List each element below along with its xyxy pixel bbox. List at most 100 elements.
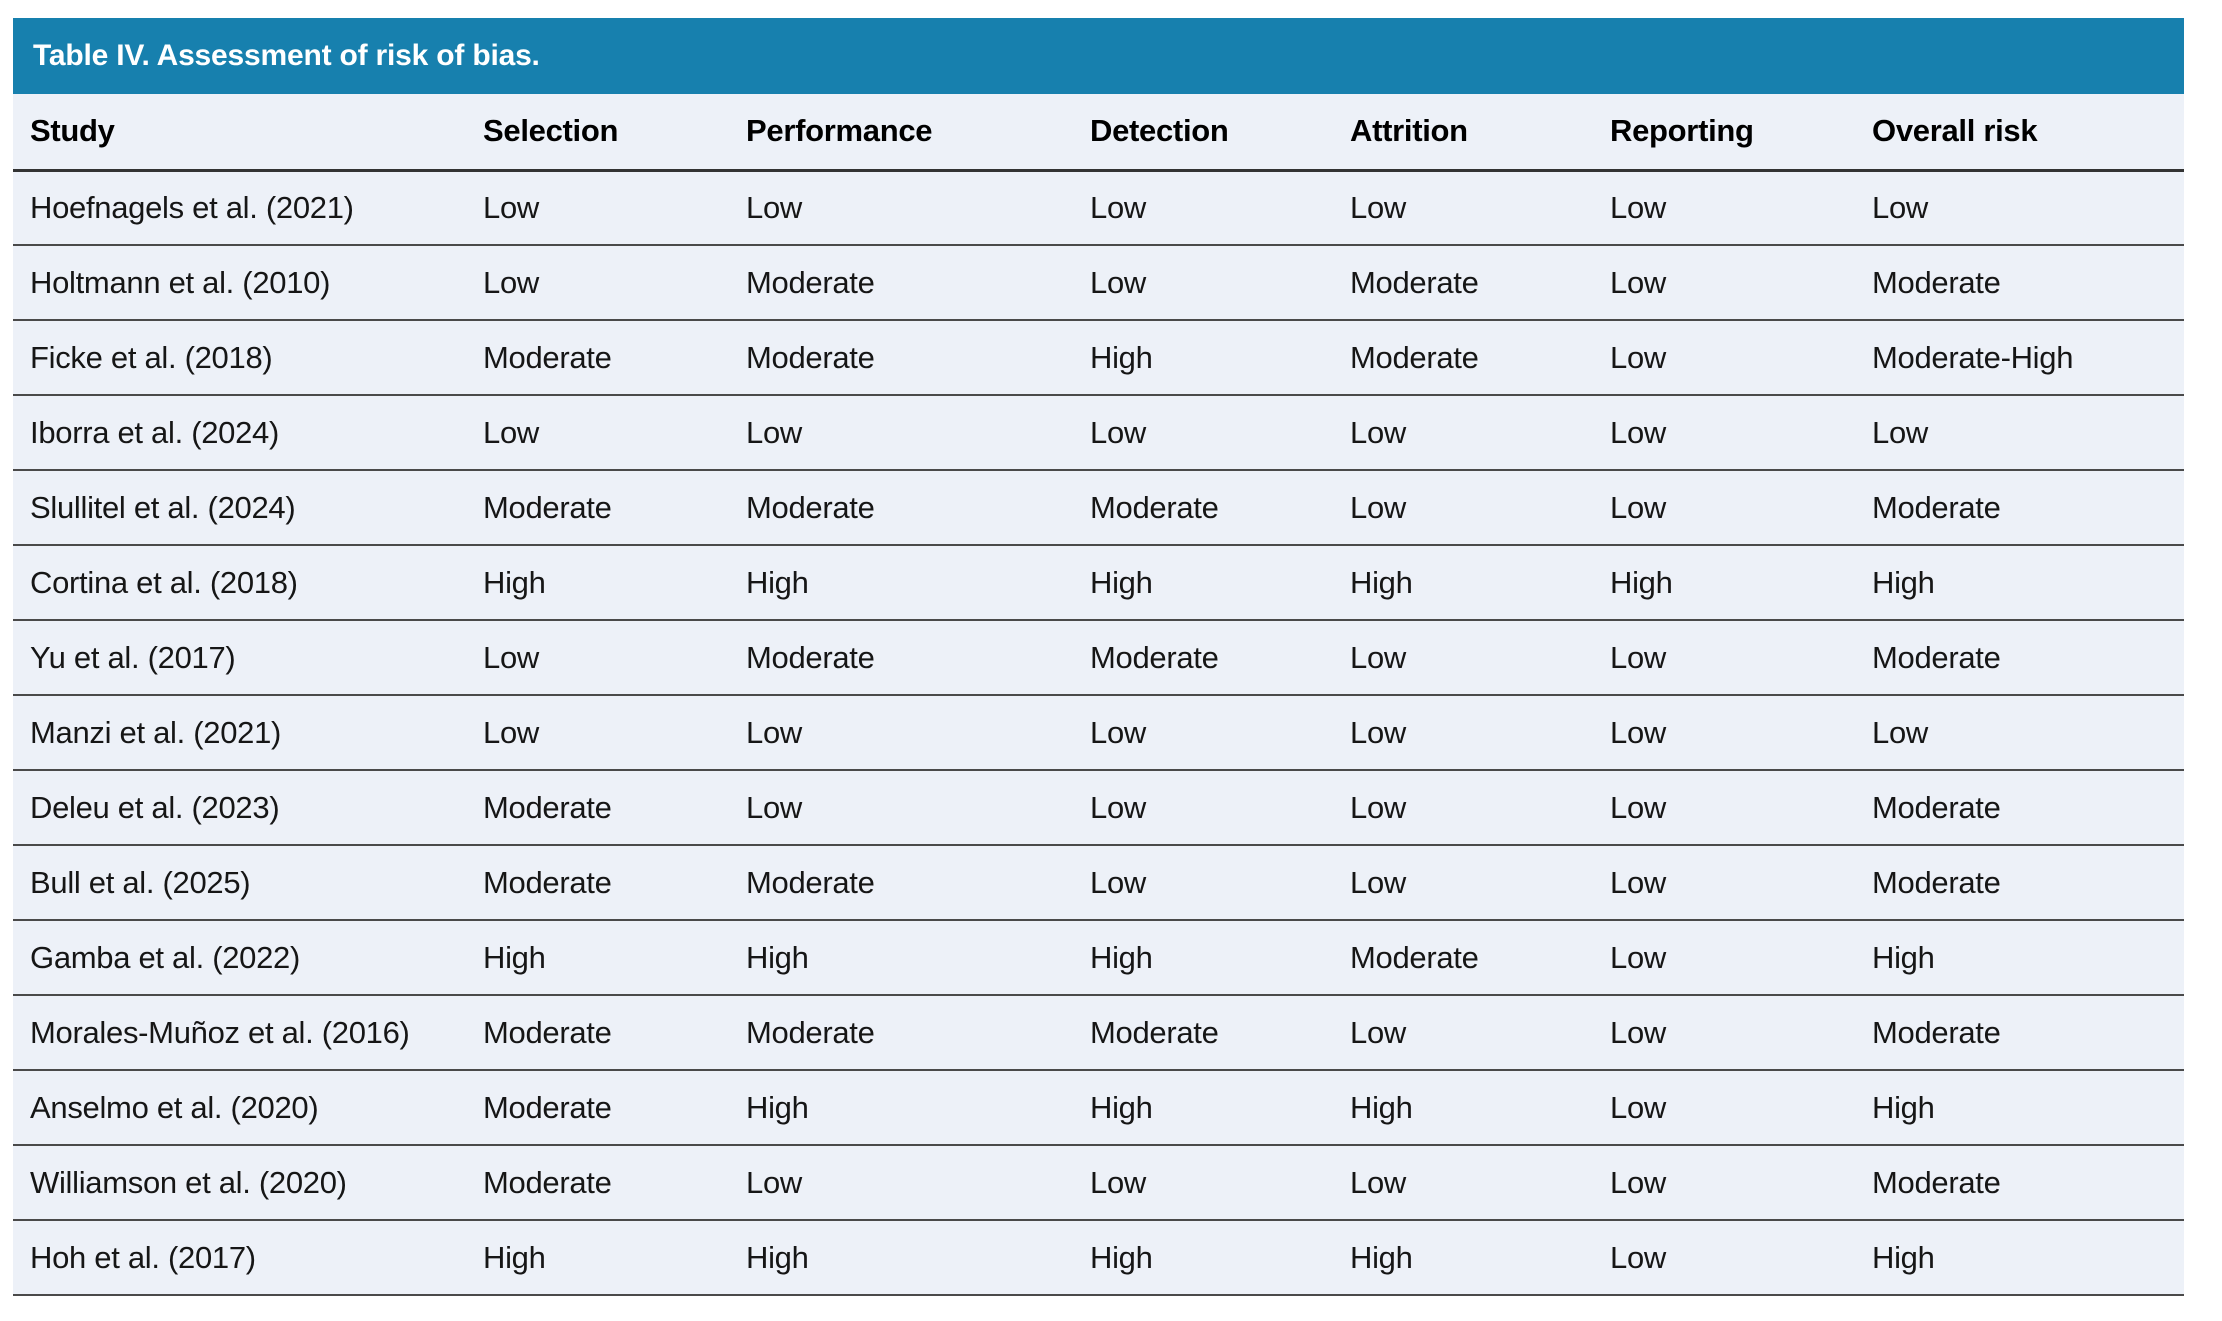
- cell-study: Anselmo et al. (2020): [13, 1070, 466, 1146]
- cell-overall-risk: Moderate: [1855, 770, 2184, 846]
- table-row: Manzi et al. (2021) Low Low Low Low Low Low: [13, 695, 2184, 771]
- table-row: Slullitel et al. (2024) Moderate Moderate M…: [13, 470, 2184, 546]
- cell-study: Holtmann et al. (2010): [13, 245, 466, 321]
- cell-study: Slullitel et al. (2024): [13, 470, 466, 546]
- cell-performance: Low: [729, 695, 1073, 771]
- cell-overall-risk: Low: [1855, 695, 2184, 771]
- cell-attrition: Low: [1333, 695, 1593, 771]
- cell-study: Deleu et al. (2023): [13, 770, 466, 846]
- column-header-detection: Detection: [1073, 94, 1333, 172]
- cell-attrition: High: [1333, 1070, 1593, 1146]
- cell-selection: Moderate: [466, 845, 729, 921]
- cell-performance: Moderate: [729, 245, 1073, 321]
- cell-detection: Low: [1073, 845, 1333, 921]
- cell-selection: Moderate: [466, 470, 729, 546]
- cell-detection: High: [1073, 1070, 1333, 1146]
- column-header-performance: Performance: [729, 94, 1073, 172]
- cell-overall-risk: Moderate: [1855, 995, 2184, 1071]
- cell-overall-risk: High: [1855, 920, 2184, 996]
- cell-detection: High: [1073, 320, 1333, 396]
- cell-reporting: Low: [1593, 1070, 1855, 1146]
- table-row: Anselmo et al. (2020) Moderate High High Hig…: [13, 1070, 2184, 1146]
- table-row: Hoh et al. (2017) High High High High Low High: [13, 1220, 2184, 1296]
- cell-selection: High: [466, 920, 729, 996]
- cell-reporting: Low: [1593, 695, 1855, 771]
- table-row: Hoefnagels et al. (2021) Low Low Low Low Low L…: [13, 170, 2184, 246]
- table-row: Deleu et al. (2023) Moderate Low Low Low Low M…: [13, 770, 2184, 846]
- cell-overall-risk: High: [1855, 1220, 2184, 1296]
- cell-reporting: Low: [1593, 170, 1855, 246]
- cell-reporting: High: [1593, 545, 1855, 621]
- cell-selection: Low: [466, 620, 729, 696]
- cell-selection: Low: [466, 170, 729, 246]
- cell-detection: Low: [1073, 770, 1333, 846]
- cell-selection: Moderate: [466, 1145, 729, 1221]
- table-row: Morales-Muñoz et al. (2016) Moderate Moder…: [13, 995, 2184, 1071]
- cell-study: Ficke et al. (2018): [13, 320, 466, 396]
- column-header-reporting: Reporting: [1593, 94, 1855, 172]
- cell-performance: High: [729, 545, 1073, 621]
- cell-performance: Low: [729, 1145, 1073, 1221]
- cell-reporting: Low: [1593, 245, 1855, 321]
- cell-reporting: Low: [1593, 770, 1855, 846]
- cell-study: Hoefnagels et al. (2021): [13, 170, 466, 246]
- column-header-study: Study: [13, 94, 466, 172]
- cell-selection: High: [466, 545, 729, 621]
- cell-overall-risk: Moderate: [1855, 620, 2184, 696]
- cell-performance: Moderate: [729, 995, 1073, 1071]
- cell-overall-risk: Moderate-High: [1855, 320, 2184, 396]
- cell-detection: Moderate: [1073, 470, 1333, 546]
- cell-selection: Low: [466, 245, 729, 321]
- cell-overall-risk: High: [1855, 1070, 2184, 1146]
- cell-study: Cortina et al. (2018): [13, 545, 466, 621]
- table-title-bar: Table IV. Assessment of risk of bias.: [13, 18, 2184, 94]
- cell-detection: Moderate: [1073, 995, 1333, 1071]
- cell-detection: High: [1073, 920, 1333, 996]
- cell-study: Manzi et al. (2021): [13, 695, 466, 771]
- cell-reporting: Low: [1593, 1220, 1855, 1296]
- cell-attrition: Moderate: [1333, 920, 1593, 996]
- cell-selection: Low: [466, 695, 729, 771]
- column-header-overall-risk: Overall risk: [1855, 94, 2184, 172]
- cell-attrition: Low: [1333, 170, 1593, 246]
- cell-overall-risk: Low: [1855, 395, 2184, 471]
- cell-detection: High: [1073, 545, 1333, 621]
- cell-reporting: Low: [1593, 1145, 1855, 1221]
- cell-detection: High: [1073, 1220, 1333, 1296]
- table-row: Williamson et al. (2020) Moderate Low Low Lo…: [13, 1145, 2184, 1221]
- cell-attrition: Moderate: [1333, 320, 1593, 396]
- header-row: Study Selection Performance Detection Attrit…: [13, 94, 2184, 172]
- cell-performance: Moderate: [729, 470, 1073, 546]
- table-row: Yu et al. (2017) Low Moderate Moderate Low Lo…: [13, 620, 2184, 696]
- column-header-selection: Selection: [466, 94, 729, 172]
- cell-performance: High: [729, 920, 1073, 996]
- cell-performance: Low: [729, 395, 1073, 471]
- cell-study: Iborra et al. (2024): [13, 395, 466, 471]
- cell-selection: Low: [466, 395, 729, 471]
- cell-attrition: Low: [1333, 470, 1593, 546]
- cell-reporting: Low: [1593, 395, 1855, 471]
- cell-reporting: Low: [1593, 620, 1855, 696]
- table-row: Cortina et al. (2018) High High High High Hig…: [13, 545, 2184, 621]
- cell-overall-risk: Moderate: [1855, 470, 2184, 546]
- column-header-attrition: Attrition: [1333, 94, 1593, 172]
- cell-attrition: Low: [1333, 995, 1593, 1071]
- cell-attrition: Low: [1333, 845, 1593, 921]
- cell-performance: Moderate: [729, 620, 1073, 696]
- cell-overall-risk: High: [1855, 545, 2184, 621]
- cell-selection: High: [466, 1220, 729, 1296]
- cell-study: Morales-Muñoz et al. (2016): [13, 995, 466, 1071]
- cell-reporting: Low: [1593, 920, 1855, 996]
- cell-detection: Moderate: [1073, 620, 1333, 696]
- cell-performance: Moderate: [729, 320, 1073, 396]
- cell-reporting: Low: [1593, 320, 1855, 396]
- cell-study: Hoh et al. (2017): [13, 1220, 466, 1296]
- cell-attrition: High: [1333, 1220, 1593, 1296]
- cell-study: Williamson et al. (2020): [13, 1145, 466, 1221]
- cell-overall-risk: Moderate: [1855, 245, 2184, 321]
- cell-detection: Low: [1073, 695, 1333, 771]
- cell-detection: Low: [1073, 395, 1333, 471]
- cell-overall-risk: Moderate: [1855, 845, 2184, 921]
- cell-attrition: Low: [1333, 770, 1593, 846]
- table-title: Table IV. Assessment of risk of bias.: [33, 39, 540, 72]
